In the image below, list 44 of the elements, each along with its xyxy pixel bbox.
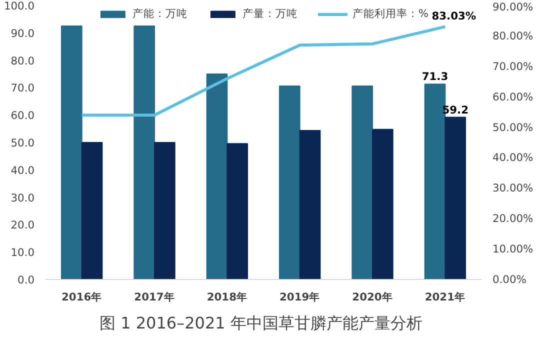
- y-tick-label: 40.0: [10, 164, 35, 177]
- y-tick-label: 90.0: [10, 26, 35, 40]
- y-tick-label: 60.0: [10, 109, 35, 122]
- legend-label: 产能：万吨: [132, 7, 188, 21]
- bar: [352, 86, 373, 280]
- y2-tick-label: 80.00%: [492, 29, 534, 42]
- y2-tick-label: 70.00%: [492, 60, 534, 73]
- legend-label: 产能利用率：%: [352, 7, 429, 21]
- y2-tick-label: 50.00%: [492, 120, 534, 134]
- x-tick-label: 2017年: [134, 290, 175, 304]
- legend-label: 产量：万吨: [242, 7, 298, 21]
- y-tick-label: 30.0: [10, 191, 35, 204]
- y-tick-label: 10.0: [10, 246, 35, 260]
- text: 图 1 2016–2021 年中国草甘膦产能产量分析: [100, 314, 422, 332]
- bar: [372, 128, 394, 280]
- x-tick-label: 2018年: [206, 290, 248, 304]
- y2-tick-label: 0.00%: [492, 273, 526, 286]
- y2-tick-label: 60.00%: [492, 90, 534, 104]
- bar: [299, 130, 321, 280]
- data-label: 83.03%: [432, 10, 476, 23]
- y2-tick-label: 30.00%: [492, 182, 534, 195]
- x-tick-label: 2016年: [62, 290, 102, 304]
- x-tick-label: 2020年: [352, 290, 393, 304]
- bar: [206, 74, 228, 280]
- y-tick-label: 20.0: [10, 218, 35, 232]
- x-tick-label: 2019年: [280, 290, 320, 304]
- y-tick-label: 70.0: [10, 82, 35, 95]
- bar: [134, 26, 155, 280]
- y2-tick-label: 40.00%: [492, 151, 534, 164]
- bar: [226, 143, 248, 280]
- bar: [60, 26, 82, 280]
- data-label: 71.3: [422, 70, 448, 84]
- bar: [278, 86, 300, 280]
- y-tick-label: 80.0: [10, 54, 35, 68]
- bar: [444, 116, 466, 280]
- bar: [154, 142, 176, 280]
- y-tick-label: 50.0: [10, 136, 35, 150]
- y-tick-label: 100.0: [4, 0, 35, 12]
- y2-tick-label: 10.00%: [492, 242, 534, 256]
- y2-tick-label: 20.00%: [492, 212, 534, 226]
- y-tick-label: 0.0: [18, 274, 35, 286]
- x-tick-label: 2021年: [424, 290, 466, 304]
- bar: [81, 142, 103, 280]
- y2-tick-label: 90.00%: [492, 0, 534, 14]
